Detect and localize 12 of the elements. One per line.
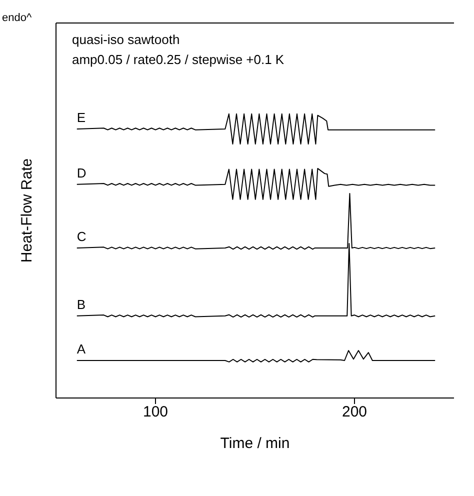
y-axis-title: Heat-Flow Rate [18,158,36,263]
x-axis-title: Time / min [220,435,290,452]
series-label: A [76,342,86,356]
chart-subtitle: amp0.05 / rate0.25 / stepwise +0.1 K [72,51,284,69]
series-label: C [76,229,86,244]
series-label: B [76,296,86,312]
text: endo^ [2,12,32,24]
x-tick-label: 100 [142,404,168,421]
series-label: E [76,110,86,125]
chart-title: quasi-iso sawtooth [72,31,181,49]
x-tick-label: 200 [342,404,368,421]
series-label: D [76,165,86,180]
